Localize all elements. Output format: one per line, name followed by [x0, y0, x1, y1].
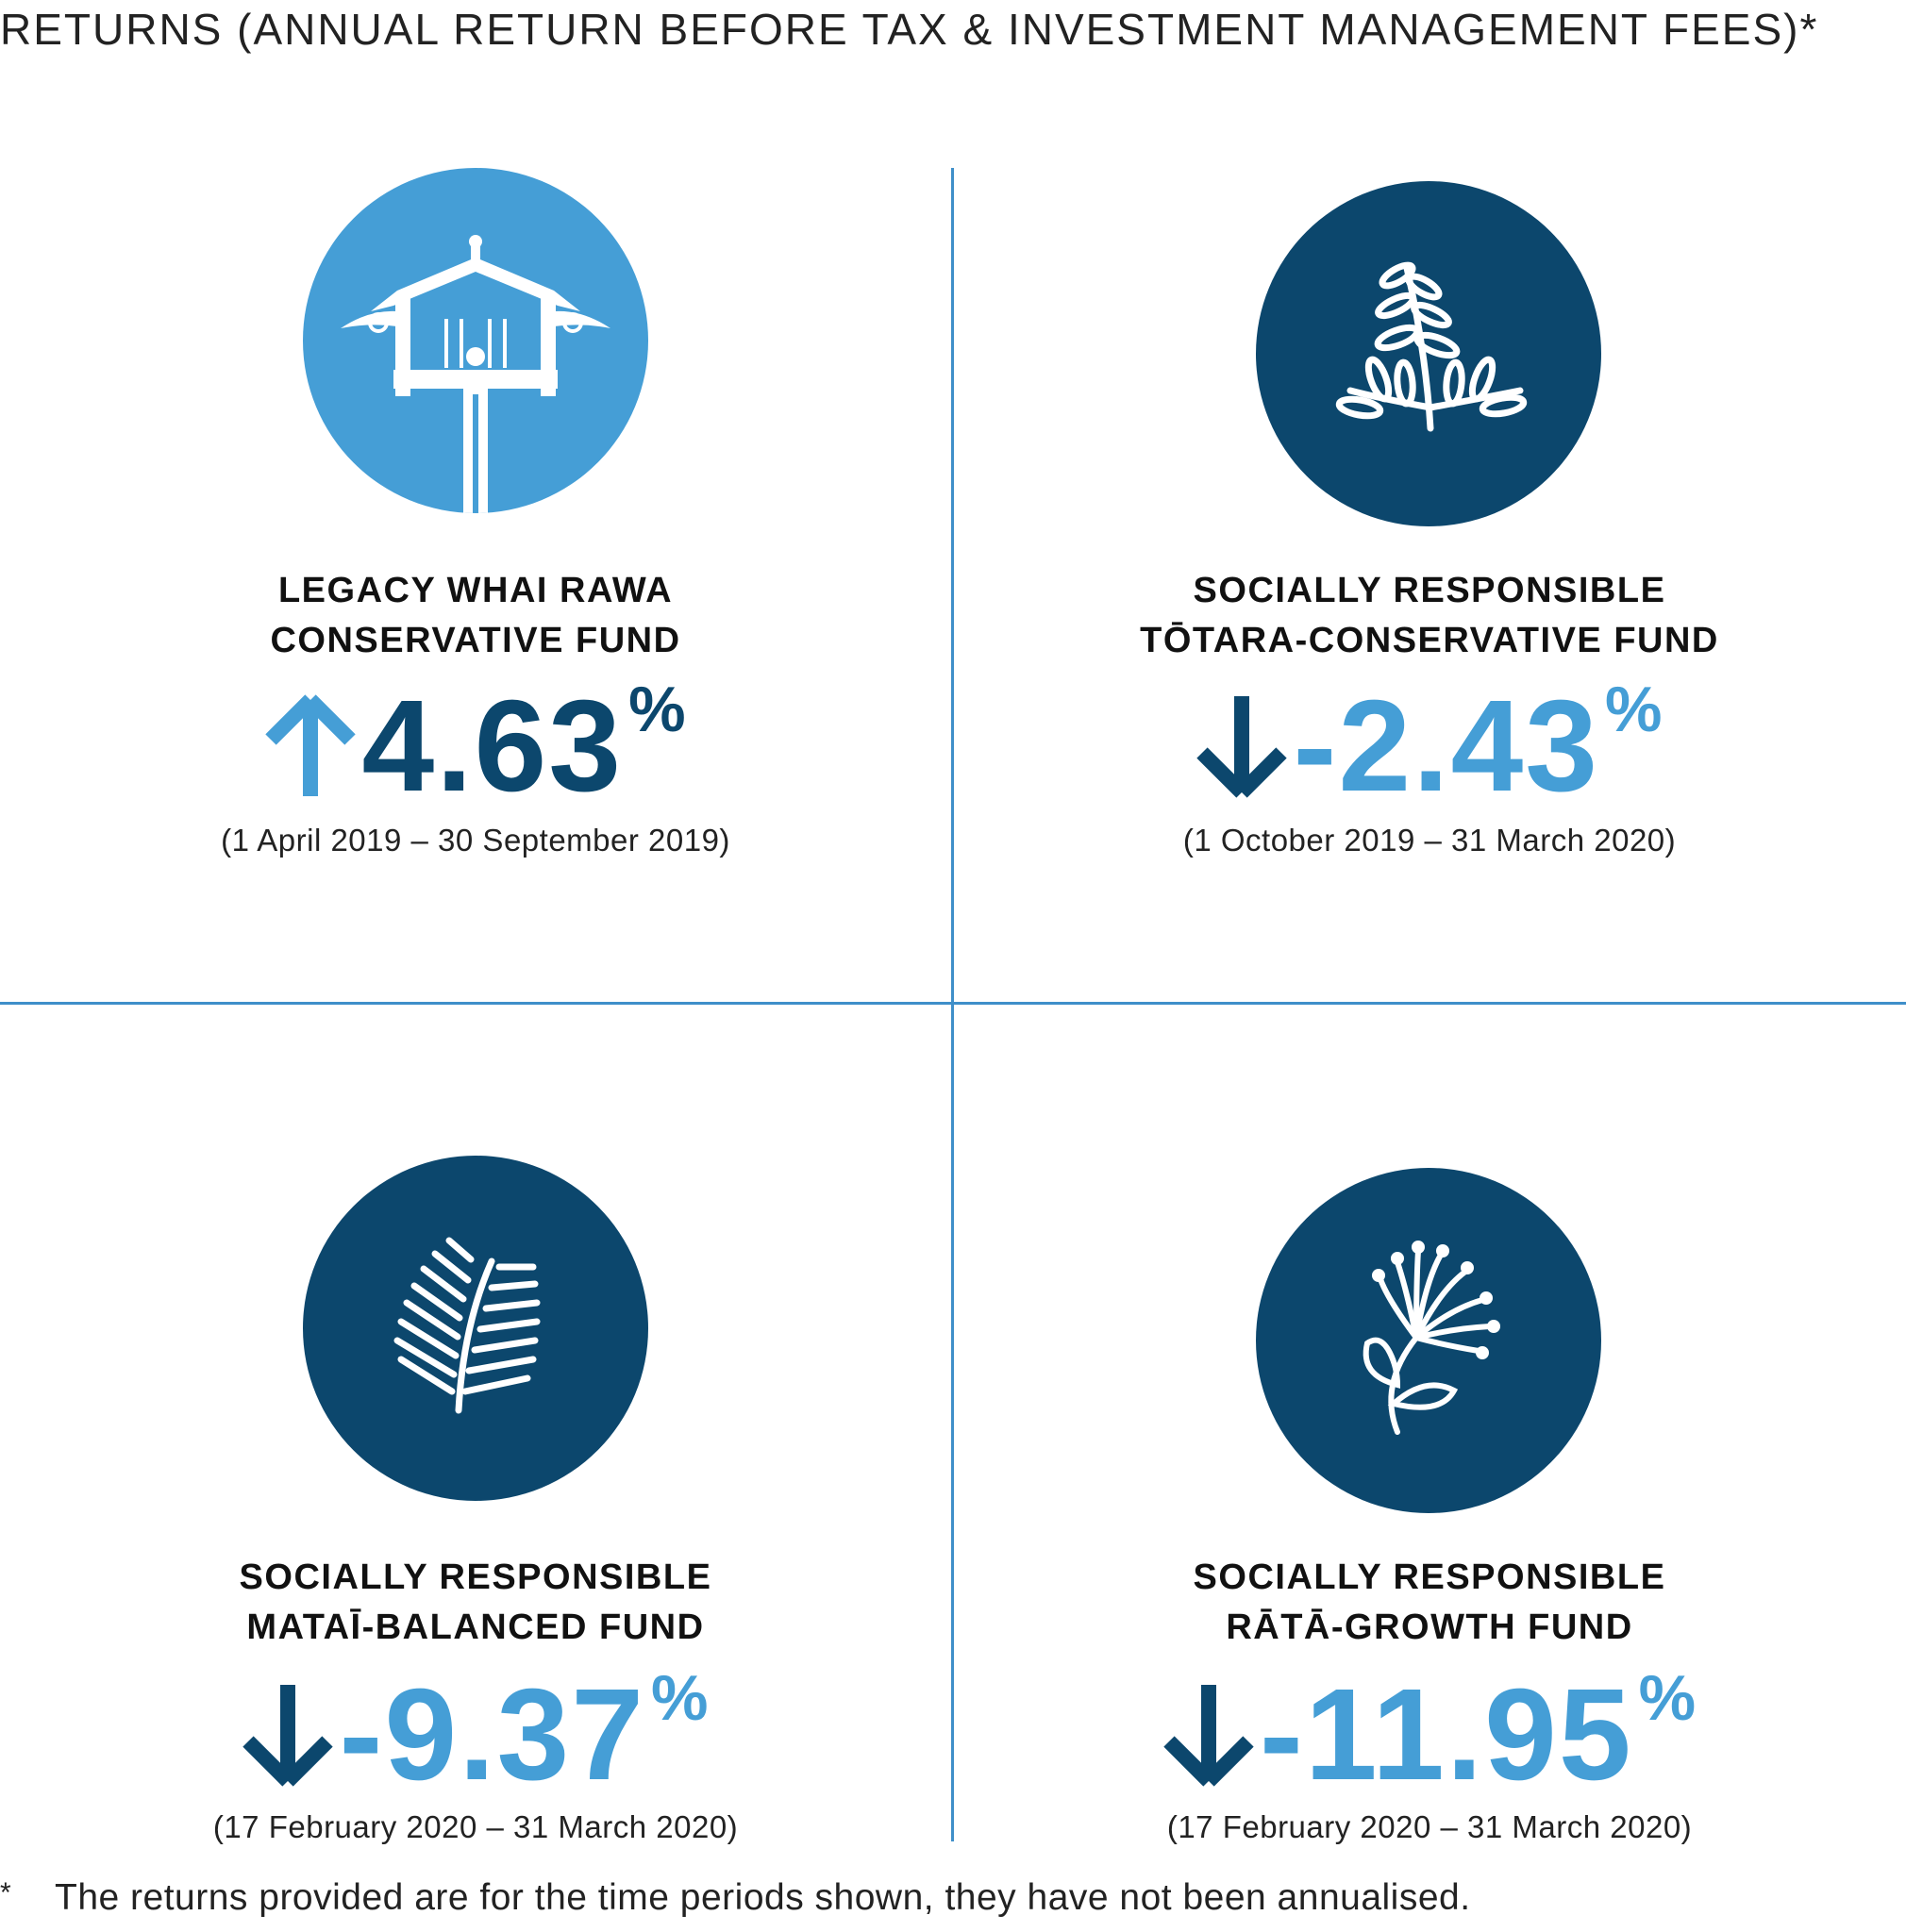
footnote: * The returns provided are for the time p…: [0, 1877, 1471, 1919]
return-value: -2.43 %: [954, 674, 1905, 819]
fund-name-line2: RĀTĀ-GROWTH FUND: [1226, 1607, 1633, 1647]
percent-sign: %: [651, 1662, 711, 1734]
percent-sign: %: [1638, 1662, 1698, 1734]
arrow-down-icon: [1196, 696, 1288, 798]
return-value: 4.63 %: [0, 674, 951, 819]
fund-name: SOCIALLY RESPONSIBLE TŌTARA-CONSERVATIVE…: [954, 566, 1905, 666]
fund-name-line2: TŌTARA-CONSERVATIVE FUND: [1140, 621, 1719, 660]
matai-frond-icon: [303, 1156, 648, 1501]
period-text: (1 October 2019 – 31 March 2020): [1182, 823, 1677, 858]
percent-sign: %: [628, 674, 688, 745]
vertical-divider: [951, 168, 954, 1841]
fund-name: LEGACY WHAI RAWA CONSERVATIVE FUND: [0, 566, 951, 666]
return-number: -2.43: [1293, 674, 1600, 819]
return-number: 4.63: [361, 674, 624, 819]
fund-name-line1: SOCIALLY RESPONSIBLE: [239, 1557, 712, 1597]
percent-sign: %: [1605, 674, 1664, 745]
page-heading: RETURNS (ANNUAL RETURN BEFORE TAX & INVE…: [0, 5, 1819, 54]
fund-name-line1: SOCIALLY RESPONSIBLE: [1193, 571, 1666, 610]
footnote-marker: *: [0, 1877, 12, 1908]
return-value: -11.95 %: [954, 1662, 1905, 1807]
fund-name: SOCIALLY RESPONSIBLE RĀTĀ-GROWTH FUND: [954, 1553, 1905, 1653]
period-text: (17 February 2020 – 31 March 2020): [1166, 1809, 1693, 1844]
arrow-down-icon: [242, 1685, 334, 1787]
fund-panel-matai: SOCIALLY RESPONSIBLE MATAĪ-BALANCED FUND…: [0, 0, 951, 1932]
fund-name-line1: LEGACY WHAI RAWA: [277, 571, 674, 610]
return-value: -9.37 %: [0, 1662, 951, 1807]
totara-leaf-icon: [1256, 181, 1601, 526]
fund-name-line1: SOCIALLY RESPONSIBLE: [1193, 1557, 1666, 1597]
footnote-text: The returns provided are for the time pe…: [55, 1877, 1471, 1918]
return-number: -9.37: [339, 1662, 646, 1807]
fund-panel-rata: SOCIALLY RESPONSIBLE RĀTĀ-GROWTH FUND -1…: [954, 0, 1905, 1932]
arrow-down-icon: [1163, 1685, 1254, 1787]
rata-flower-icon: [1256, 1168, 1601, 1513]
return-number: -11.95: [1259, 1662, 1633, 1807]
horizontal-divider: [0, 1002, 1906, 1005]
fund-panel-totara: SOCIALLY RESPONSIBLE TŌTARA-CONSERVATIVE…: [954, 0, 1905, 1002]
arrow-up-icon: [265, 694, 357, 796]
fund-name: SOCIALLY RESPONSIBLE MATAĪ-BALANCED FUND: [0, 1553, 951, 1653]
fund-name-line2: CONSERVATIVE FUND: [270, 621, 681, 660]
fund-name-line2: MATAĪ-BALANCED FUND: [246, 1607, 705, 1647]
period-text: (17 February 2020 – 31 March 2020): [212, 1809, 739, 1844]
pou-carving-icon: [303, 168, 648, 513]
fund-panel-whai-rawa: LEGACY WHAI RAWA CONSERVATIVE FUND 4.63 …: [0, 0, 951, 1002]
period-text: (1 April 2019 – 30 September 2019): [221, 823, 730, 858]
